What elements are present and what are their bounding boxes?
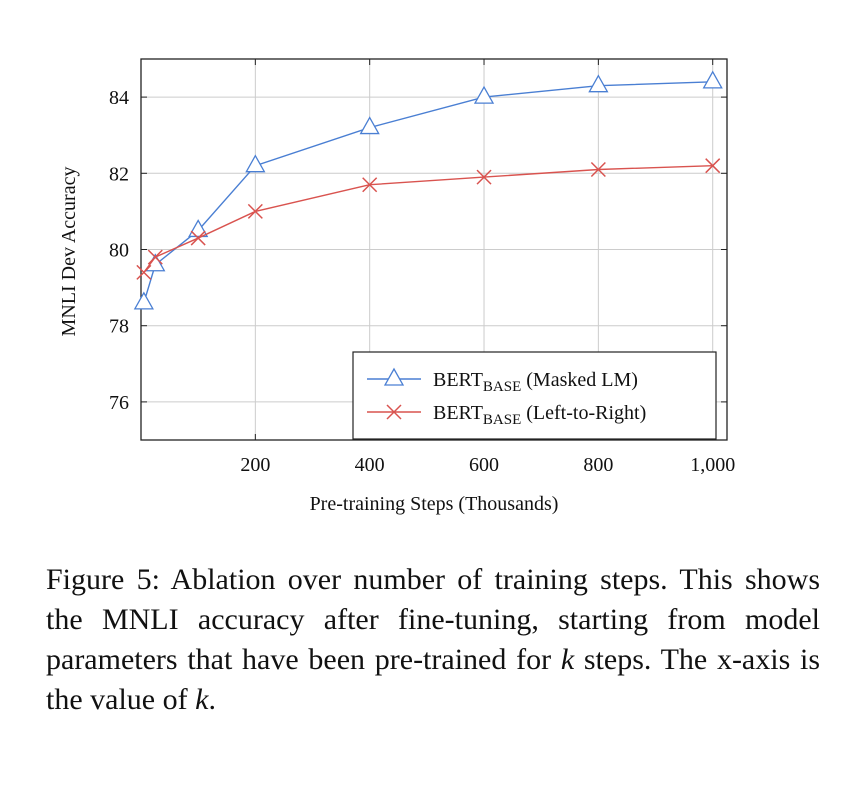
cross-marker: [190, 230, 206, 246]
legend-label: BERTBASE (Left-to-Right): [433, 402, 646, 428]
line-chart: 200 400 600 800 1,000 76 78 80 82 84 Pre-training…: [58, 58, 735, 515]
figure-caption: Figure 5: Ablation over number of traini…: [46, 560, 820, 720]
legend: BERTBASE (Masked LM)BERTBASE (Left-to-Ri…: [352, 351, 717, 440]
triangle-marker: [188, 219, 209, 238]
triangle-marker: [383, 367, 405, 386]
triangle-marker: [473, 85, 495, 104]
legend-box: [352, 351, 717, 440]
cross-marker: [247, 203, 263, 219]
triangle-marker: [245, 154, 266, 173]
y-tick-label: 82: [109, 163, 129, 185]
cross-marker: [590, 161, 606, 178]
legend-label-main: BERT: [433, 369, 483, 391]
series-line: [143, 164, 713, 273]
x-axis-label: Pre-training Steps (Thousands): [310, 493, 559, 515]
cross-marker: [147, 249, 163, 265]
x-tick-label: 600: [469, 454, 499, 476]
x-tick-label: 200: [240, 454, 270, 476]
triangle-marker: [588, 74, 609, 93]
y-tick-label: 76: [109, 392, 129, 414]
legend-item: BERTBASE (Left-to-Right): [367, 402, 646, 428]
series-2: [136, 158, 721, 280]
y-tick-label: 80: [109, 240, 129, 262]
caption-text-end: .: [208, 683, 216, 716]
figure-label: Figure 5:: [46, 563, 160, 596]
cross-marker: [705, 158, 721, 174]
caption-variable-k-2: k: [195, 683, 209, 716]
legend-label: BERTBASE (Masked LM): [433, 369, 638, 395]
cross-marker: [362, 177, 378, 193]
legend-label-subscript: BASE: [483, 412, 521, 428]
cross-marker: [136, 264, 152, 280]
y-axis-label: MNLI Dev Accuracy: [58, 167, 80, 337]
x-tick-label: 1,000: [690, 454, 735, 476]
legend-label-suffix: (Masked LM): [521, 369, 638, 391]
series-layer: [133, 70, 723, 310]
legend-label-subscript: BASE: [483, 379, 521, 395]
y-tick-label: 84: [109, 87, 129, 109]
legend-label-suffix: (Left-to-Right): [521, 402, 646, 424]
legend-item: BERTBASE (Masked LM): [367, 367, 638, 395]
legend-label-main: BERT: [433, 402, 483, 424]
caption-text-2: steps. The x-axis is the value of: [46, 643, 820, 716]
y-tick-label: 78: [109, 316, 129, 338]
x-tick-label: 800: [583, 454, 613, 476]
x-tick-label: 400: [355, 454, 385, 476]
cross-marker: [476, 169, 492, 185]
cross-marker: [386, 404, 402, 420]
caption-text-1: Ablation over number of training steps. …: [46, 563, 820, 676]
triangle-marker: [702, 70, 723, 89]
triangle-marker: [133, 291, 154, 310]
series-line: [143, 81, 713, 304]
series-1: [133, 70, 723, 310]
triangle-marker: [359, 116, 380, 135]
caption-variable-k: k: [560, 643, 575, 676]
